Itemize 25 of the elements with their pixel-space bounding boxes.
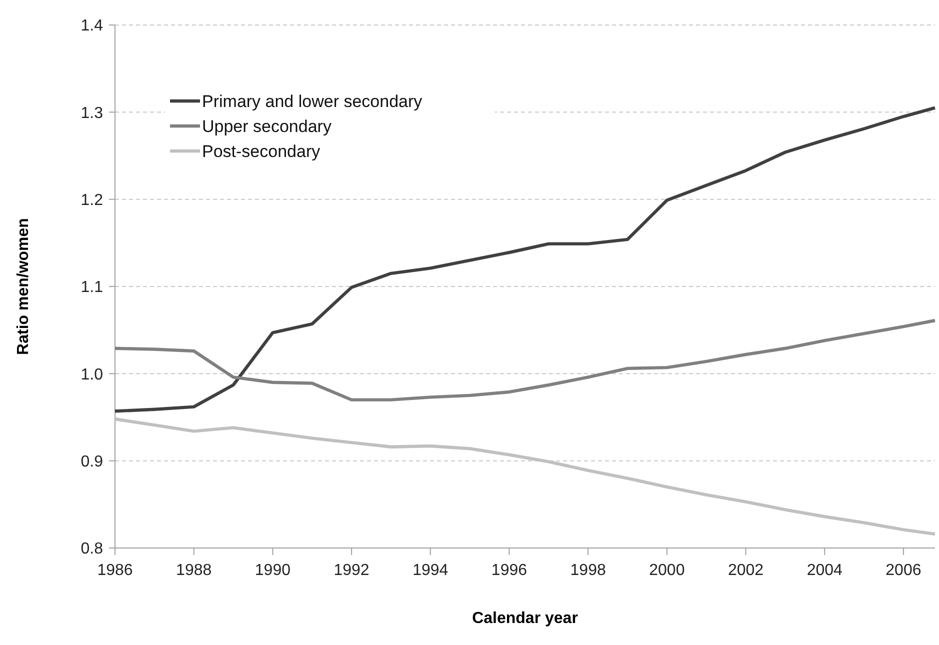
legend-label: Upper secondary (202, 116, 332, 136)
legend-label: Post-secondary (202, 142, 321, 161)
y-tick-label: 0.8 (80, 540, 104, 558)
x-tick-label: 1996 (491, 562, 528, 579)
y-axis-title: Ratio men/women (15, 218, 32, 355)
y-tick-label: 1.3 (80, 104, 104, 122)
x-tick-label: 1990 (254, 562, 291, 579)
line-series (113, 318, 937, 402)
y-tick-label: 0.9 (80, 453, 104, 470)
x-axis-title: Calendar year (472, 610, 578, 627)
x-tick-label: 1988 (176, 562, 212, 579)
x-tick-label: 2000 (649, 562, 685, 579)
x-tick-label: 1994 (412, 562, 448, 579)
x-tick-label: 2004 (806, 562, 843, 579)
x-tick-label: 2002 (728, 562, 764, 579)
y-tick-label: 1.1 (80, 279, 104, 296)
x-tick-label: 1992 (334, 562, 370, 579)
legend-label: Primary and lower secondary (202, 92, 423, 111)
line-series (113, 417, 937, 536)
x-tick-label: 1998 (570, 562, 606, 579)
x-tick-label: 2006 (886, 562, 922, 579)
y-tick-label: 1.4 (80, 18, 104, 35)
y-tick-label: 1.0 (80, 366, 104, 384)
x-tick-label: 1986 (97, 562, 133, 579)
y-tick-label: 1.2 (80, 192, 104, 209)
